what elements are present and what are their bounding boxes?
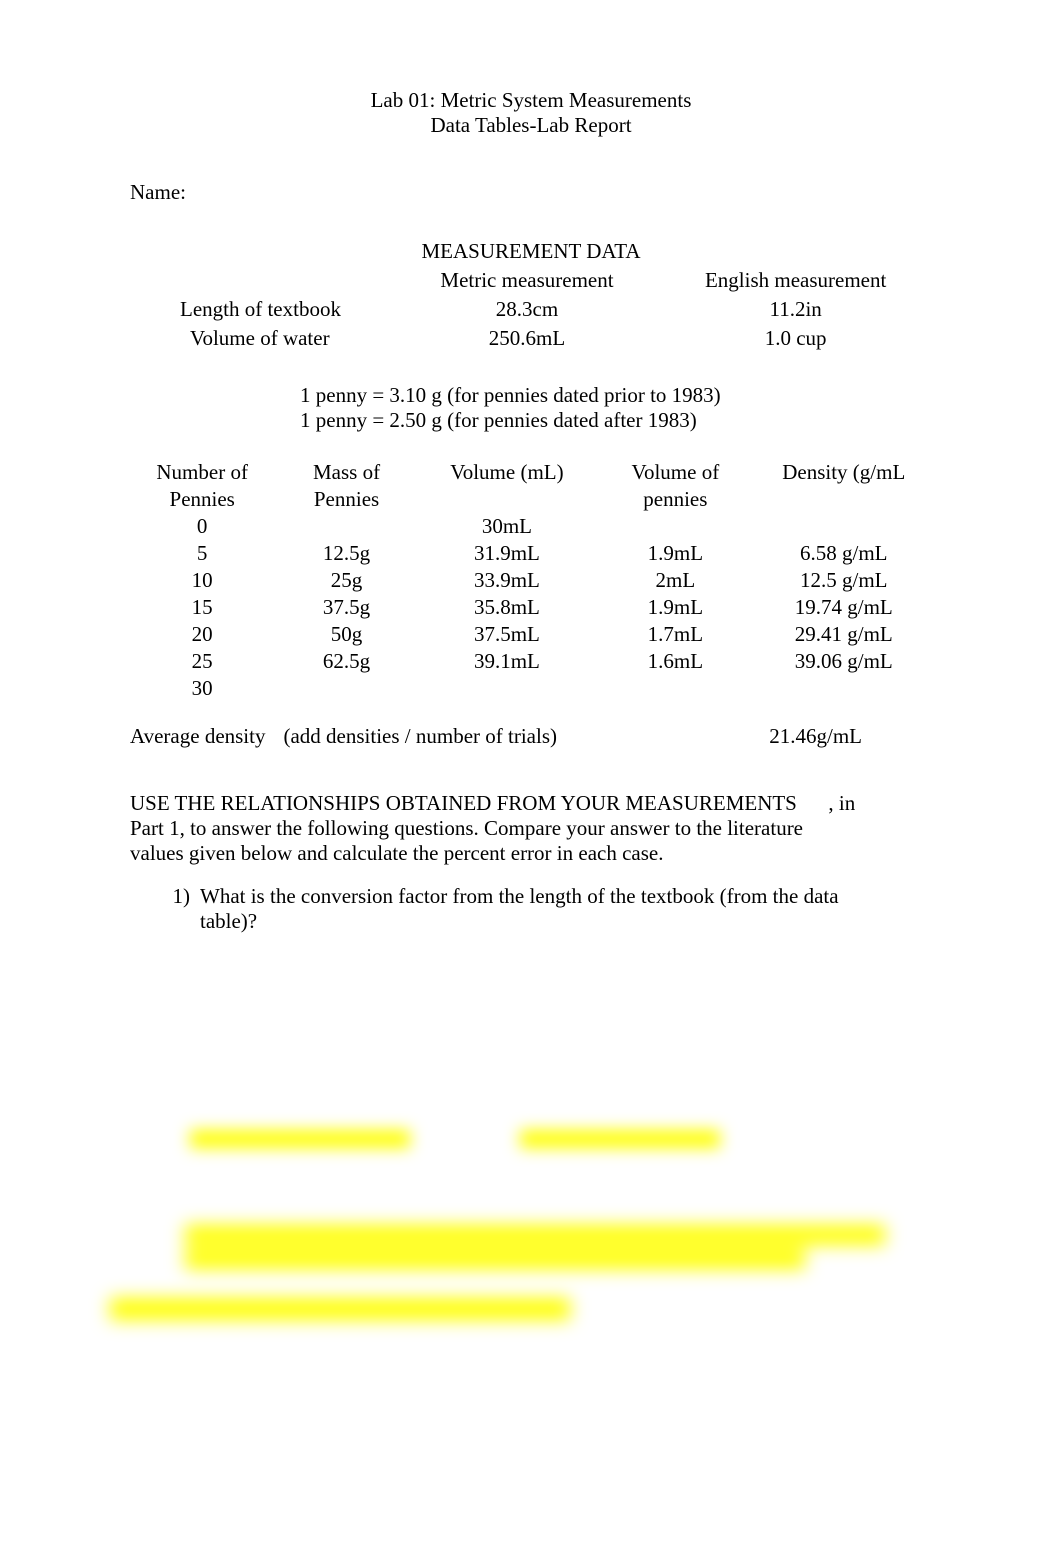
avg-formula: (add densities / number of trials) (283, 724, 769, 749)
average-density-row: Average density (add densities / number … (130, 724, 932, 749)
highlight-bar (185, 1225, 885, 1245)
row-label: Length of textbook (130, 295, 395, 324)
row-english: 1.0 cup (659, 324, 932, 353)
q1-number: 1) (130, 884, 200, 934)
header-pennies-2: Pennies (274, 486, 418, 513)
penny-table: Number of Mass of Volume (mL) Volume of … (130, 459, 932, 702)
row-metric: 28.3cm (395, 295, 660, 324)
col-english-header: English measurement (659, 266, 932, 295)
table-row: 5 12.5g 31.9mL 1.9mL 6.58 g/mL (130, 540, 932, 567)
table-row: 15 37.5g 35.8mL 1.9mL 19.74 g/mL (130, 594, 932, 621)
row-english: 11.2in (659, 295, 932, 324)
blurred-highlight-3 (110, 1298, 570, 1328)
avg-label: Average density (130, 724, 283, 749)
instructions-line-1: USE THE RELATIONSHIPS OBTAINED FROM YOUR… (130, 791, 932, 816)
col-metric-header: Metric measurement (395, 266, 660, 295)
row-metric: 250.6mL (395, 324, 660, 353)
avg-value: 21.46g/mL (769, 724, 932, 749)
header-volume-of: Volume of (595, 459, 755, 486)
table-row: Length of textbook 28.3cm 11.2in (130, 295, 932, 324)
table-row: 20 50g 37.5mL 1.7mL 29.41 g/mL (130, 621, 932, 648)
blurred-highlight-2 (155, 1225, 915, 1285)
table-row: 25 62.5g 39.1mL 1.6mL 39.06 g/mL (130, 648, 932, 675)
penny-header-row-2: Pennies Pennies pennies (130, 486, 932, 513)
question-1: 1) What is the conversion factor from th… (130, 884, 932, 934)
measurement-table: Metric measurement English measurement L… (130, 266, 932, 353)
header-density: Density (g/mL (756, 459, 932, 486)
lab-title-block: Lab 01: Metric System Measurements Data … (130, 88, 932, 138)
q1-text: What is the conversion factor from the l… (200, 884, 932, 934)
name-label: Name: (130, 180, 932, 205)
instructions-block: USE THE RELATIONSHIPS OBTAINED FROM YOUR… (130, 791, 932, 866)
header-mass-of: Mass of (274, 459, 418, 486)
penny-note-2: 1 penny = 2.50 g (for pennies dated afte… (300, 408, 932, 433)
highlight-bar (185, 1249, 805, 1269)
table-row: 0 30mL (130, 513, 932, 540)
penny-header-row-1: Number of Mass of Volume (mL) Volume of … (130, 459, 932, 486)
instructions-line-3: values given below and calculate the per… (130, 841, 932, 866)
highlight-bar (190, 1130, 410, 1148)
header-volume-ml: Volume (mL) (419, 459, 595, 486)
highlight-bar (110, 1298, 570, 1320)
blurred-highlight-1 (190, 1130, 820, 1190)
header-pennies-3: pennies (595, 486, 755, 513)
penny-notes: 1 penny = 3.10 g (for pennies dated prio… (130, 383, 932, 433)
table-row: Volume of water 250.6mL 1.0 cup (130, 324, 932, 353)
header-number-of: Number of (130, 459, 274, 486)
highlight-bar (520, 1130, 720, 1148)
measurement-header-row: Metric measurement English measurement (130, 266, 932, 295)
instructions-line-2: Part 1, to answer the following question… (130, 816, 932, 841)
measurement-header: MEASUREMENT DATA (130, 239, 932, 264)
row-label: Volume of water (130, 324, 395, 353)
title-line-1: Lab 01: Metric System Measurements (130, 88, 932, 113)
title-line-2: Data Tables-Lab Report (130, 113, 932, 138)
header-pennies-1: Pennies (130, 486, 274, 513)
table-row: 10 25g 33.9mL 2mL 12.5 g/mL (130, 567, 932, 594)
penny-note-1: 1 penny = 3.10 g (for pennies dated prio… (300, 383, 932, 408)
table-row: 30 (130, 675, 932, 702)
